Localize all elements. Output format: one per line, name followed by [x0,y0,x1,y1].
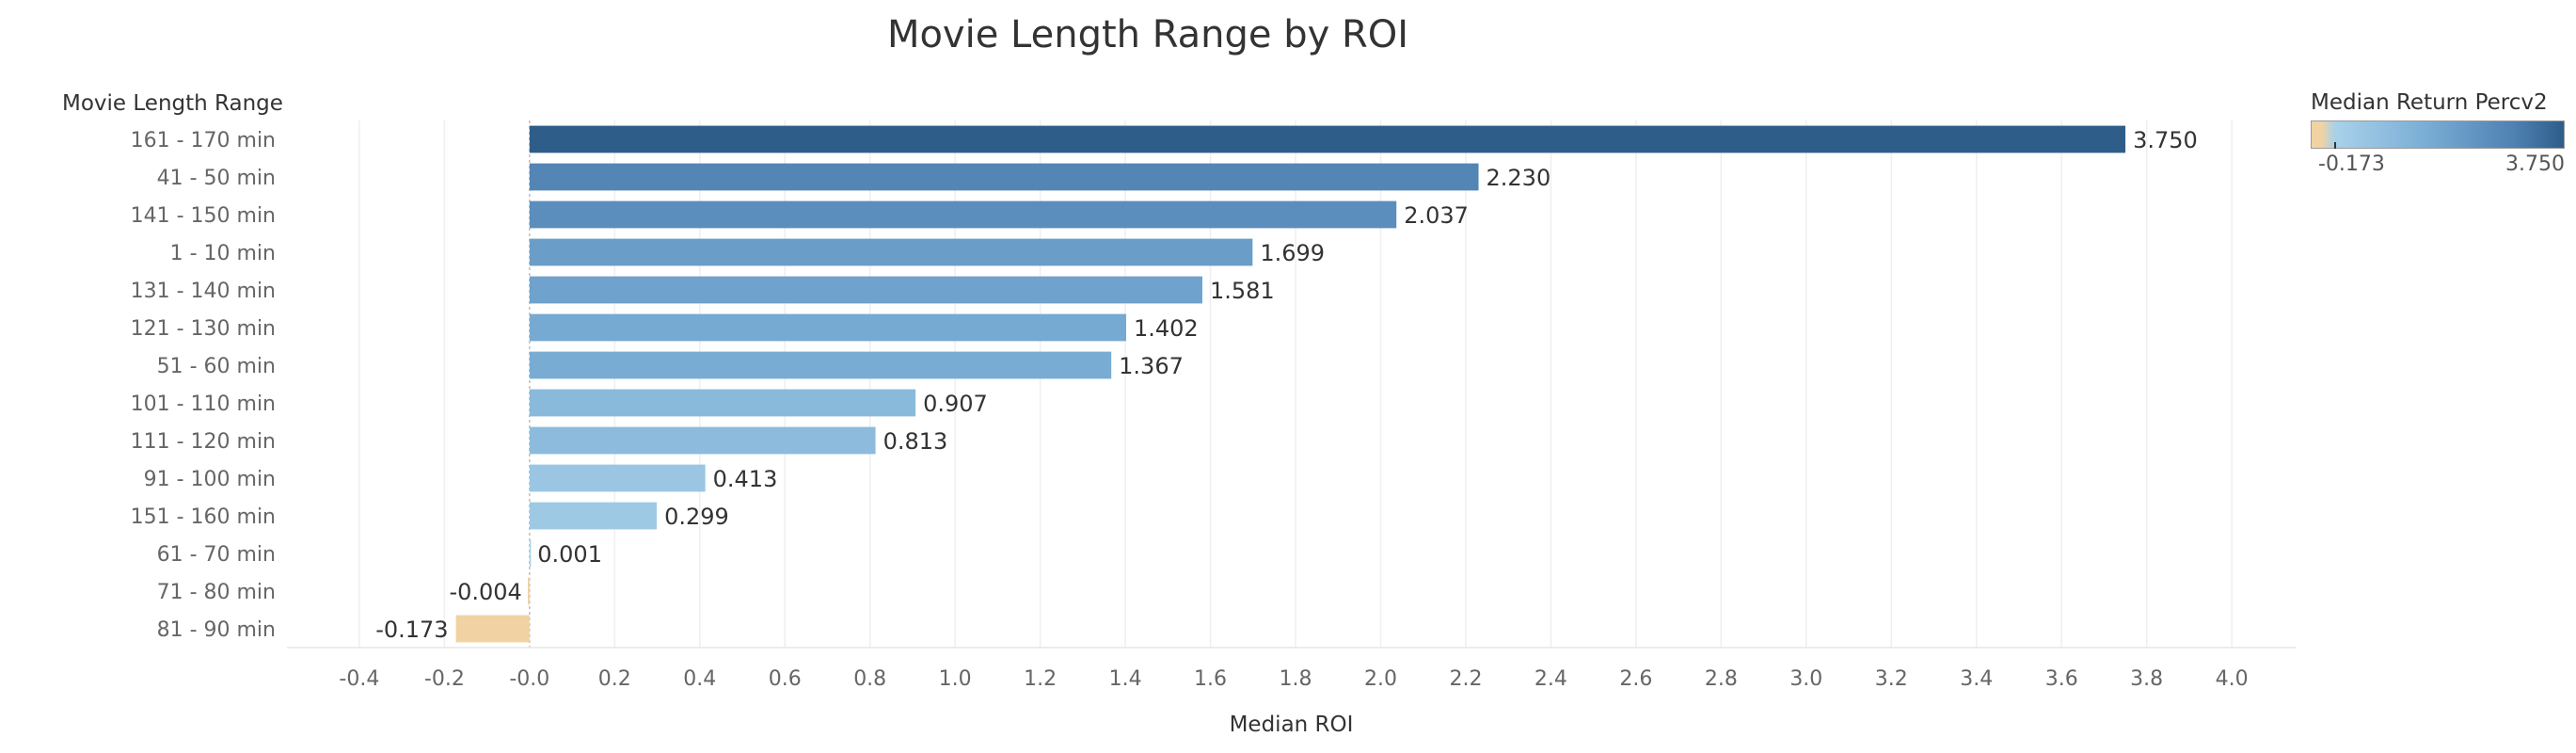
x-tick-label: 1.8 [1280,667,1312,691]
legend-max-label: 3.750 [2505,152,2565,176]
x-tick-label: 1.0 [939,667,972,691]
x-tick-label: -0.2 [424,667,465,691]
category-label: 161 - 170 min [131,129,276,152]
value-label: 0.299 [664,504,729,530]
x-tick-label: 1.6 [1194,667,1227,691]
x-tick-label: 2.8 [1705,667,1738,691]
x-tick-labels: -0.4 -0.2 -0.0 0.2 0.4 0.6 0.8 1.0 1.2 1.4 1.6 1.8 2… [339,667,2248,691]
bar [529,389,916,417]
bar [528,577,530,605]
value-label: 1.581 [1210,278,1275,304]
x-tick-label: 1.2 [1024,667,1057,691]
x-tick-label: 3.0 [1789,667,1822,691]
value-label: 0.001 [537,541,602,568]
value-label: 1.367 [1119,353,1184,379]
x-tick-label: 0.6 [769,667,802,691]
value-label: -0.004 [449,579,521,605]
bar [529,163,1479,191]
category-label: 111 - 120 min [131,430,276,454]
value-label: 0.813 [883,428,948,455]
category-label: 51 - 60 min [157,355,276,378]
bar [529,276,1202,304]
x-tick-label: 0.2 [598,667,631,691]
bar [529,351,1112,379]
bar [529,502,658,530]
row-axis-header: Movie Length Range [62,91,283,116]
category-label: 131 - 140 min [131,280,276,303]
value-label: 3.750 [2133,127,2198,153]
x-tick-label: 1.4 [1109,667,1142,691]
x-tick-label: 3.4 [1960,667,1993,691]
value-label: 0.413 [713,466,778,492]
x-axis-label: Median ROI [1230,713,1354,737]
legend-min-label: -0.173 [2318,152,2385,176]
bar [529,464,706,492]
bar [529,238,1253,266]
x-tick-label: 3.8 [2130,667,2163,691]
category-labels: 161 - 170 min 41 - 50 min 141 - 150 min 1 -… [131,129,276,642]
value-label: 0.907 [923,391,988,417]
x-tick-label: 2.6 [1619,667,1652,691]
bar [529,426,876,455]
x-tick-label: 2.0 [1364,667,1397,691]
bars [455,125,2126,643]
category-label: 101 - 110 min [131,393,276,416]
category-label: 61 - 70 min [157,543,276,567]
x-tick-label: -0.4 [339,667,379,691]
category-label: 91 - 100 min [144,468,276,491]
color-legend[interactable]: Median Return Percv2 -0.173 3.750 [2311,90,2565,181]
legend-zero-tick [2334,142,2336,149]
value-label: 2.037 [1404,202,1469,229]
legend-title: Median Return Percv2 [2311,90,2548,115]
x-tick-label: 0.4 [683,667,716,691]
category-label: 41 - 50 min [157,167,276,190]
category-label: 121 - 130 min [131,317,276,341]
value-label: 2.230 [1487,165,1551,191]
bar [529,313,1126,342]
value-label: -0.173 [375,617,448,643]
gridlines [287,120,2296,649]
x-tick-label: 3.2 [1875,667,1908,691]
bar [529,539,532,568]
value-label: 1.402 [1134,315,1199,342]
x-tick-label: 3.6 [2045,667,2078,691]
category-label: 81 - 90 min [157,618,276,642]
x-tick-label: 0.8 [853,667,886,691]
category-label: 141 - 150 min [131,204,276,228]
x-tick-label: 4.0 [2216,667,2249,691]
x-tick-label: 2.2 [1449,667,1482,691]
category-label: 151 - 160 min [131,505,276,529]
chart-title: Movie Length Range by ROI [886,13,1409,56]
x-tick-label: 2.4 [1534,667,1567,691]
legend-gradient-bar[interactable] [2311,120,2565,149]
category-label: 1 - 10 min [170,242,276,265]
category-label: 71 - 80 min [157,581,276,604]
value-label: 1.699 [1260,240,1325,266]
bar [455,615,530,643]
bar [529,125,2126,153]
bar [529,200,1397,229]
value-labels: 3.750 2.230 2.037 1.699 1.581 1.402 1.367 0.907… [375,127,2198,643]
x-tick-label: -0.0 [509,667,549,691]
